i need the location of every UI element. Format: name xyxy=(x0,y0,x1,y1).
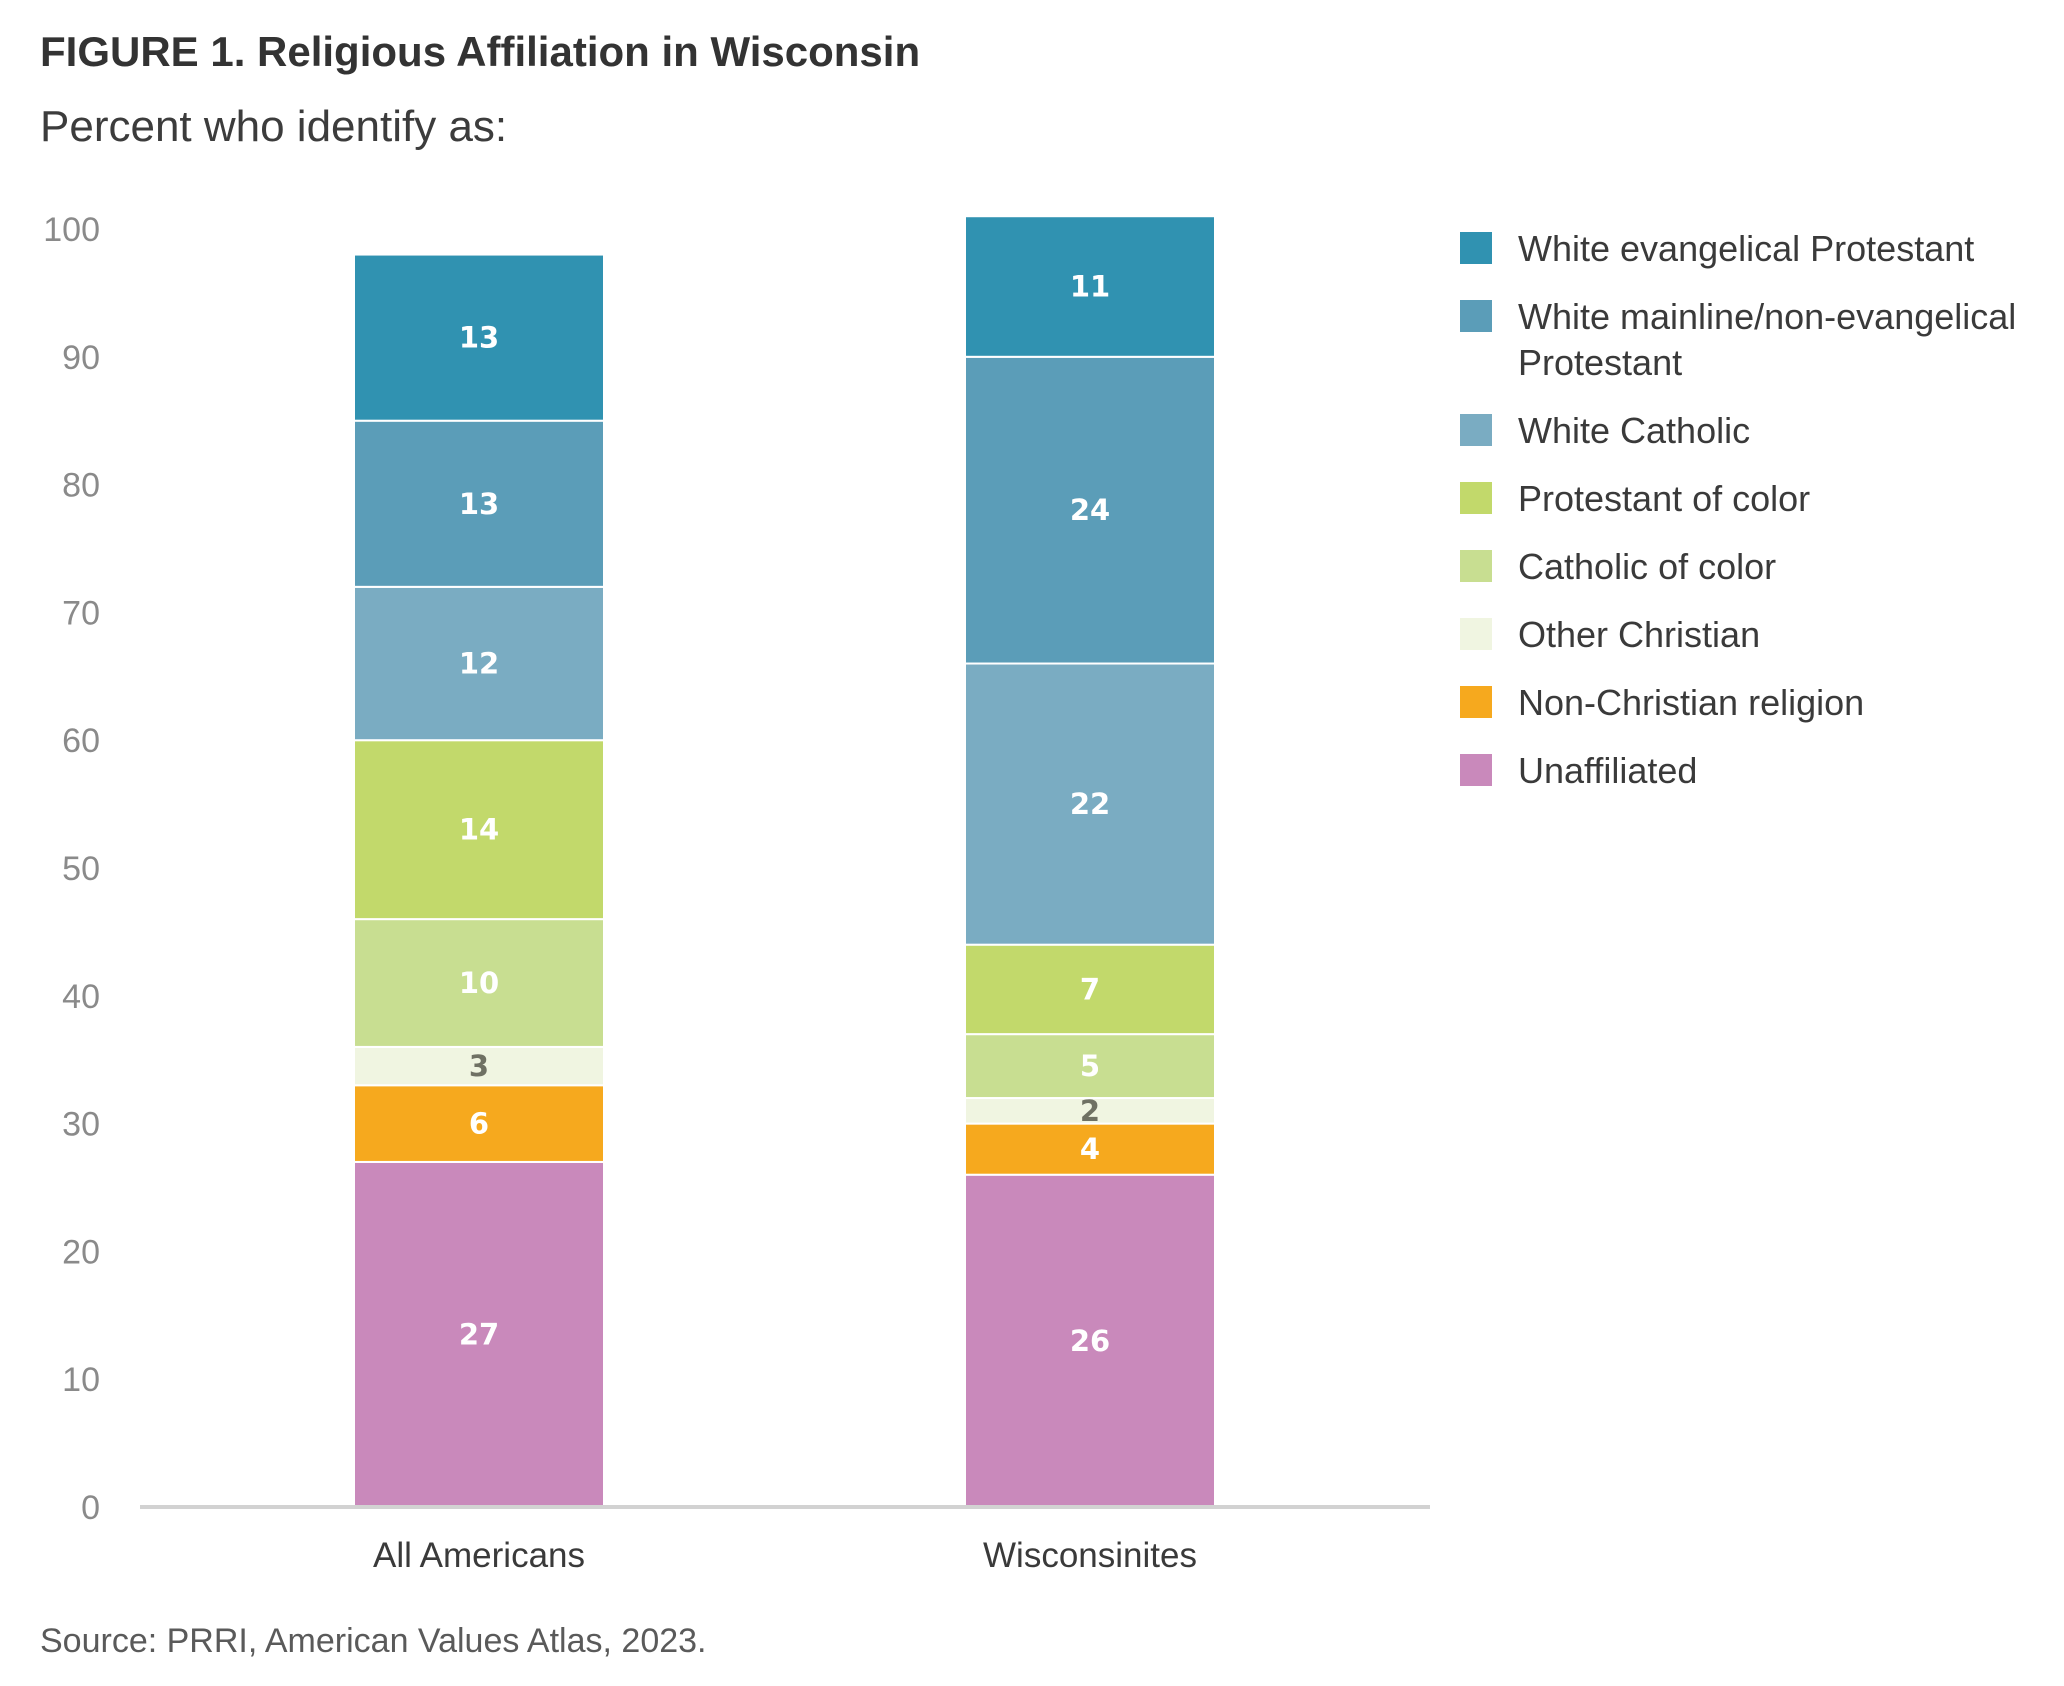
y-tick-label: 30 xyxy=(62,1106,100,1144)
legend-swatch xyxy=(1460,414,1492,446)
legend-label: Protestant of color xyxy=(1518,478,1811,519)
legend-swatch xyxy=(1460,754,1492,786)
bar-segment xyxy=(353,739,605,921)
legend-swatch xyxy=(1460,618,1492,650)
bar-value-label: 3 xyxy=(469,1049,489,1083)
chart-title: FIGURE 1. Religious Affiliation in Wisco… xyxy=(40,28,921,75)
legend-item: Protestant of color xyxy=(1460,476,2040,522)
bar-segment xyxy=(964,943,1216,1036)
legend-item: White Catholic xyxy=(1460,408,2040,454)
bar-segment xyxy=(964,662,1216,946)
bar-value-label: 26 xyxy=(1070,1324,1110,1358)
stacked-bar-chart: 010203040506070809010027631014121313All … xyxy=(43,211,1430,1575)
source-note: Source: PRRI, American Values Atlas, 202… xyxy=(40,1622,707,1660)
bar-segment xyxy=(353,253,605,422)
bar-segment xyxy=(353,585,605,742)
bar-value-label: 13 xyxy=(459,321,499,355)
y-tick-label: 60 xyxy=(62,722,100,760)
y-tick-label: 80 xyxy=(62,467,100,505)
x-category-label: Wisconsinites xyxy=(983,1536,1197,1575)
legend-label: White mainline/non-evangelical Protestan… xyxy=(1518,296,2017,383)
legend-swatch xyxy=(1460,686,1492,718)
bar-value-label: 5 xyxy=(1080,1049,1100,1083)
legend-swatch xyxy=(1460,232,1492,264)
legend-label: White Catholic xyxy=(1518,410,1751,451)
y-tick-label: 50 xyxy=(62,850,100,888)
bar-segment xyxy=(964,215,1216,358)
bar-segment xyxy=(964,1097,1216,1125)
bar-value-label: 4 xyxy=(1080,1132,1100,1166)
bar-value-label: 11 xyxy=(1070,270,1110,304)
legend-label: Non-Christian religion xyxy=(1518,682,1865,723)
bar-value-label: 22 xyxy=(1070,787,1110,821)
bar-value-label: 13 xyxy=(459,487,499,521)
legend-label: Unaffiliated xyxy=(1518,750,1698,791)
legend-item: White evangelical Protestant xyxy=(1460,226,2040,272)
legend-swatch xyxy=(1460,300,1492,332)
bar-value-label: 12 xyxy=(459,647,499,681)
legend-swatch xyxy=(1460,482,1492,514)
legend-item: Other Christian xyxy=(1460,612,2040,658)
legend-item: Catholic of color xyxy=(1460,544,2040,590)
legend-item: Non-Christian religion xyxy=(1460,680,2040,726)
legend-label: Other Christian xyxy=(1518,614,1761,655)
y-tick-label: 70 xyxy=(62,594,100,632)
bar-value-label: 27 xyxy=(459,1317,499,1351)
bar-segment xyxy=(964,355,1216,665)
y-tick-label: 90 xyxy=(62,339,100,377)
y-tick-label: 40 xyxy=(62,978,100,1016)
bar-segment xyxy=(353,419,605,588)
bar-segment xyxy=(353,1084,605,1163)
legend: White evangelical Protestant White mainli… xyxy=(1460,226,2040,816)
bar-value-label: 7 xyxy=(1080,972,1100,1006)
legend-item: White mainline/non-evangelical Protestan… xyxy=(1460,294,2040,386)
bar-value-label: 24 xyxy=(1070,493,1110,527)
legend-swatch xyxy=(1460,550,1492,582)
bar-value-label: 6 xyxy=(469,1107,489,1141)
legend-item: Unaffiliated xyxy=(1460,748,2040,794)
bar-value-label: 14 xyxy=(459,813,499,847)
legend-label: White evangelical Protestant xyxy=(1518,228,1975,269)
bar-segment xyxy=(964,1033,1216,1100)
bar-segment xyxy=(353,1045,605,1087)
y-tick-label: 100 xyxy=(43,211,100,249)
bar-segment xyxy=(964,1122,1216,1176)
bar-value-label: 10 xyxy=(459,966,499,1000)
chart-subtitle: Percent who identify as: xyxy=(40,102,508,151)
x-category-label: All Americans xyxy=(373,1536,585,1575)
y-tick-label: 0 xyxy=(81,1489,100,1527)
bar-value-label: 2 xyxy=(1080,1094,1100,1128)
y-tick-label: 20 xyxy=(62,1233,100,1271)
y-tick-label: 10 xyxy=(62,1361,100,1399)
legend-label: Catholic of color xyxy=(1518,546,1777,587)
